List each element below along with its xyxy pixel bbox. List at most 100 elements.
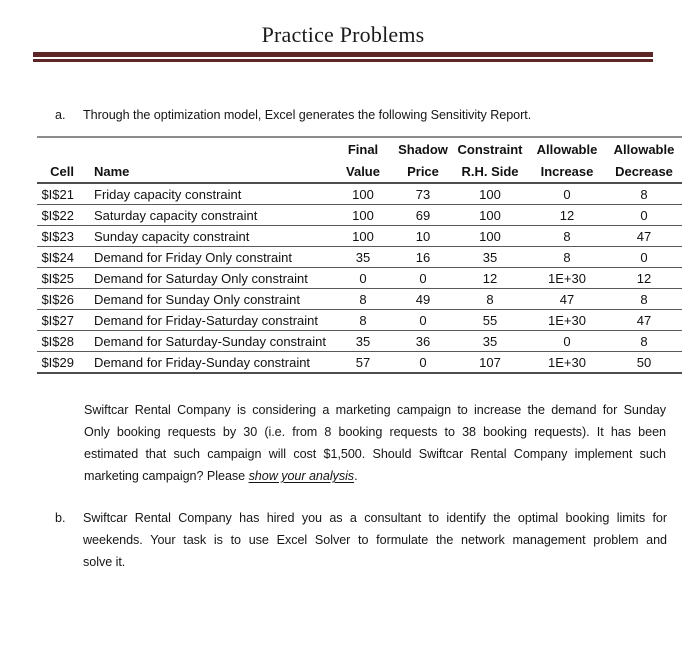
last-line-before: marketing campaign? Please xyxy=(84,469,249,483)
table-row: $I$21 Friday capacity constraint 100 73 100 0… xyxy=(37,183,682,205)
paragraph-line-last: solve it. xyxy=(83,555,126,569)
header-allowable-decrease: Decrease xyxy=(606,160,682,184)
cell-ref: $I$27 xyxy=(37,309,82,331)
constraint-rhs: 100 xyxy=(452,183,528,205)
table-header-row-2: Cell Name Value Price R.H. Side Increase… xyxy=(37,160,682,184)
constraint-rhs: 55 xyxy=(452,309,528,331)
constraint-rhs: 107 xyxy=(479,354,501,370)
constraint-name: Friday capacity constraint xyxy=(82,183,332,205)
final-value: 8 xyxy=(332,309,394,331)
item-a: a. Through the optimization model, Excel… xyxy=(55,104,667,126)
allowable-increase: 0 xyxy=(528,330,606,352)
allowable-increase: 1E+30 xyxy=(528,267,606,289)
shadow-price: 0 xyxy=(394,267,452,289)
constraint-name: Demand for Saturday-Sunday constraint xyxy=(82,330,332,352)
final-value: 100 xyxy=(332,204,394,226)
final-value: 100 xyxy=(332,183,394,205)
constraint-name: Demand for Friday-Sunday constraint xyxy=(94,354,311,370)
shadow-price: 73 xyxy=(394,183,452,205)
allowable-decrease: 8 xyxy=(606,330,682,352)
header-name: Name xyxy=(82,160,332,184)
table-row: $I$27 Demand for Friday-Saturday constrai… xyxy=(37,309,682,331)
allowable-decrease: 12 xyxy=(606,267,682,289)
allowable-decrease: 50 xyxy=(636,354,652,370)
page-title: Practice Problems xyxy=(261,22,425,47)
cell-ref: $I$24 xyxy=(37,246,82,268)
constraint-rhs: 35 xyxy=(452,330,528,352)
allowable-decrease: 0 xyxy=(606,204,682,226)
constraint-rhs: 35 xyxy=(452,246,528,268)
title-double-rule xyxy=(33,52,653,62)
table-row: $I$26 Demand for Sunday Only constraint 8 4… xyxy=(37,288,682,310)
item-b: b. Swiftcar Rental Company has hired you… xyxy=(55,507,667,573)
cell-ref: $I$28 xyxy=(37,330,82,352)
header-cell: Cell xyxy=(37,160,82,184)
allowable-decrease: 47 xyxy=(606,225,682,247)
table-row: $I$23 Sunday capacity constraint 100 10 100 8… xyxy=(37,225,682,247)
header-final-value: Value xyxy=(332,160,394,184)
item-b-text: Swiftcar Rental Company has hired you as… xyxy=(83,507,667,573)
allowable-decrease: 47 xyxy=(606,309,682,331)
table-row: $I$22 Saturday capacity constraint 100 69 10… xyxy=(37,204,682,226)
header-rhs: R.H. Side xyxy=(452,160,528,184)
sensitivity-report-table: Final Shadow Constraint Allowable Allowa… xyxy=(37,136,682,374)
final-value: 8 xyxy=(332,288,394,310)
shadow-price: 49 xyxy=(394,288,452,310)
constraint-name: Sunday capacity constraint xyxy=(82,225,332,247)
table-header: Final Shadow Constraint Allowable Allowa… xyxy=(37,137,682,184)
cell-ref: $I$26 xyxy=(37,288,82,310)
shadow-price: 0 xyxy=(394,309,452,331)
allowable-increase: 1E+30 xyxy=(548,354,586,370)
constraint-rhs: 100 xyxy=(452,225,528,247)
cell-ref: $I$21 xyxy=(37,183,82,205)
table-row: $I$28 Demand for Saturday-Sunday constrai… xyxy=(37,330,682,352)
constraint-name: Demand for Sunday Only constraint xyxy=(82,288,332,310)
constraint-name: Demand for Saturday Only constraint xyxy=(82,267,332,289)
final-value: 57 xyxy=(355,354,371,370)
header-constraint-top: Constraint xyxy=(457,141,523,157)
header-final-top: Final xyxy=(347,141,379,157)
header-shadow-price: Price xyxy=(394,160,452,184)
shadow-price: 69 xyxy=(394,204,452,226)
table-row: $I$25 Demand for Saturday Only constraint… xyxy=(37,267,682,289)
shadow-price: 16 xyxy=(394,246,452,268)
table-header-row-1: Final Shadow Constraint Allowable Allowa… xyxy=(37,137,682,160)
final-value: 35 xyxy=(332,246,394,268)
header-allowable-increase: Increase xyxy=(528,160,606,184)
constraint-name: Demand for Friday Only constraint xyxy=(82,246,332,268)
final-value: 35 xyxy=(332,330,394,352)
item-a-text: Through the optimization model, Excel ge… xyxy=(83,108,532,122)
header-shadow-top: Shadow xyxy=(398,141,448,157)
paragraph-line: weekends. Your task is to use Excel Solv… xyxy=(83,533,667,547)
constraint-name: Demand for Friday-Saturday constraint xyxy=(82,309,332,331)
constraint-rhs: 100 xyxy=(452,204,528,226)
header-name-top xyxy=(82,137,332,160)
show-your-analysis-emphasis: show your analysis xyxy=(248,469,355,483)
constraint-rhs: 8 xyxy=(452,288,528,310)
header-allowable-dec-top: Allowable xyxy=(613,141,675,157)
shadow-price: 36 xyxy=(394,330,452,352)
campaign-paragraph: Swiftcar Rental Company is considering a… xyxy=(84,399,666,487)
cell-ref: $I$23 xyxy=(37,225,82,247)
shadow-price: 10 xyxy=(394,225,452,247)
paragraph-line: Swiftcar Rental Company has hired you as… xyxy=(83,511,667,525)
paragraph-line: Only booking requests by 30 (i.e. from 8… xyxy=(84,425,666,439)
allowable-increase: 0 xyxy=(528,183,606,205)
table-row: $I$29 Demand for Friday-Sunday constraint… xyxy=(37,352,682,374)
final-value: 0 xyxy=(332,267,394,289)
cell-ref: $I$29 xyxy=(41,354,74,370)
allowable-increase: 8 xyxy=(528,246,606,268)
header-allowable-inc-top: Allowable xyxy=(536,141,598,157)
header-cell-top xyxy=(37,137,82,160)
shadow-price: 0 xyxy=(419,354,427,370)
table-body: $I$21 Friday capacity constraint 100 73 100 0… xyxy=(37,183,682,373)
allowable-decrease: 8 xyxy=(606,183,682,205)
item-a-marker: a. xyxy=(55,108,66,122)
allowable-increase: 12 xyxy=(528,204,606,226)
constraint-rhs: 12 xyxy=(452,267,528,289)
constraint-name: Saturday capacity constraint xyxy=(82,204,332,226)
last-line-after: . xyxy=(354,469,358,483)
table-row: $I$24 Demand for Friday Only constraint 35… xyxy=(37,246,682,268)
allowable-increase: 8 xyxy=(528,225,606,247)
